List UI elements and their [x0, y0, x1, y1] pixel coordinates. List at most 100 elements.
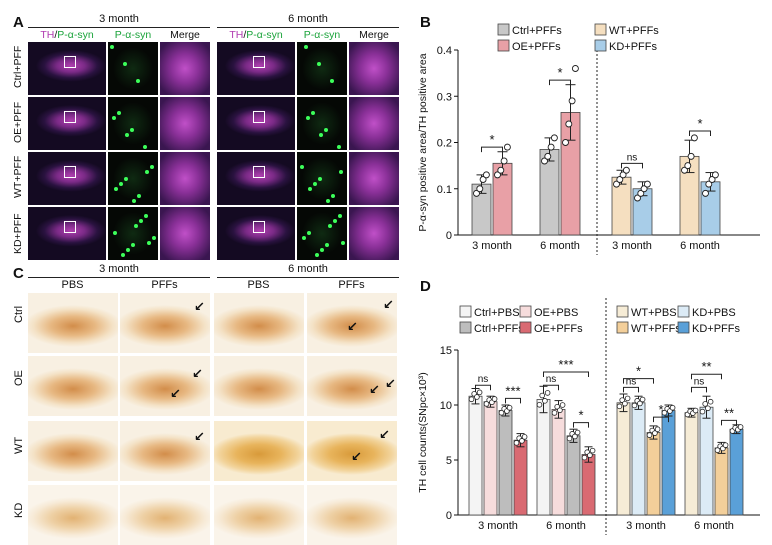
- data-point: [639, 396, 646, 403]
- row-label-wt-pff: WT+PFF: [12, 155, 24, 198]
- data-point: [476, 185, 484, 193]
- y-axis-title: P-α-syn positive area/TH positive area: [417, 53, 429, 231]
- psyn-spot: [337, 145, 341, 149]
- data-point: [643, 180, 651, 188]
- legend-swatch: [594, 39, 607, 52]
- group-label: 3 month: [478, 520, 518, 532]
- data-point: [705, 405, 711, 412]
- bar: [513, 439, 528, 516]
- y-tick-label: 0.2: [437, 138, 452, 150]
- col-header-pbs-6m: PBS: [247, 279, 270, 291]
- significance-label: ns: [627, 152, 638, 163]
- group-label: 3 month: [626, 520, 666, 532]
- fluor-merge-tile: [349, 152, 399, 205]
- ihc-section-tile: [307, 293, 397, 353]
- psyn-spot: [325, 243, 329, 247]
- group-label: 6 month: [694, 520, 734, 532]
- data-point: [722, 442, 729, 448]
- psyn-spot: [137, 194, 141, 198]
- data-point: [637, 400, 643, 407]
- significance-label: ***: [505, 383, 520, 398]
- data-point: [624, 395, 631, 402]
- significance-label: *: [636, 364, 641, 379]
- data-point: [574, 429, 581, 436]
- ihc-section-tile: [28, 293, 118, 353]
- fluor-psyn-tile: [297, 152, 347, 205]
- panel-c-header-6month: 6 month: [288, 263, 328, 275]
- ihc-section-tile: [214, 485, 304, 545]
- y-tick-label: 0.4: [437, 45, 452, 57]
- fluor-overview-tile: [28, 97, 106, 150]
- legend-label: OE+PBS: [534, 307, 578, 319]
- psyn-spot: [317, 62, 321, 66]
- fluor-merge-tile: [160, 97, 210, 150]
- data-point: [652, 430, 658, 436]
- data-point: [519, 438, 525, 444]
- row-label-wt: WT: [13, 436, 25, 454]
- data-point: [503, 143, 511, 151]
- legend-label: OE+PFFs: [534, 323, 583, 335]
- significance-label: *: [658, 402, 663, 417]
- ihc-section-tile: [307, 421, 397, 481]
- significance-bracket: [543, 384, 559, 391]
- data-point: [536, 401, 543, 408]
- legend-label: WT+PFFs: [609, 25, 659, 37]
- row-label-ctrl: Ctrl: [13, 305, 25, 323]
- psyn-spot: [144, 214, 148, 218]
- zoom-box: [253, 221, 265, 233]
- bar: [498, 410, 513, 516]
- data-point: [702, 189, 709, 197]
- data-point: [497, 166, 505, 174]
- psyn-spot: [125, 133, 129, 137]
- data-point: [690, 134, 698, 142]
- significance-label: ns: [626, 376, 637, 387]
- data-point: [483, 401, 490, 407]
- psyn-spot: [313, 182, 317, 186]
- data-point: [572, 433, 578, 440]
- y-tick-label: 0.3: [437, 91, 452, 103]
- data-point: [539, 392, 546, 399]
- col-header-th-psyn: TH/P-α-syn: [40, 29, 94, 41]
- psyn-spot: [341, 241, 345, 245]
- significance-bracket: [691, 386, 707, 393]
- fluor-merge-tile: [349, 42, 399, 95]
- data-point: [687, 152, 695, 160]
- panel-a-label: A: [13, 14, 24, 31]
- ihc-section-tile: [28, 421, 118, 481]
- data-point: [637, 189, 645, 197]
- significance-bracket: [481, 146, 503, 153]
- psyn-spot: [112, 116, 116, 120]
- legend-swatch: [594, 23, 607, 36]
- y-axis-title: TH cell counts(SNpc×10³): [417, 372, 429, 493]
- ihc-section-tile: [214, 293, 304, 353]
- y-tick-label: 5: [446, 455, 452, 467]
- psyn-spot: [136, 79, 140, 83]
- annotation-arrow-icon: ↙: [347, 319, 358, 334]
- bar: [684, 412, 699, 516]
- fluor-overview-tile: [217, 42, 295, 95]
- fluor-psyn-tile: [108, 207, 158, 260]
- panel-c-header-3month: 3 month: [99, 263, 139, 275]
- legend-swatch: [677, 305, 690, 318]
- ihc-section-tile: [28, 356, 118, 416]
- fluor-overview-tile: [28, 207, 106, 260]
- psyn-spot: [145, 170, 149, 174]
- significance-bracket: [573, 422, 589, 428]
- legend-swatch: [677, 321, 690, 334]
- col-header-psyn-6m: P-α-syn: [303, 29, 341, 41]
- significance-label: *: [578, 408, 583, 423]
- psyn-spot: [300, 165, 304, 169]
- psyn-spot: [126, 248, 130, 252]
- row-label-kd-pff: KD+PFF: [12, 213, 24, 254]
- data-point: [587, 452, 593, 459]
- annotation-arrow-icon: ↙: [369, 382, 380, 397]
- group-label: 3 month: [472, 240, 512, 252]
- ihc-section-tile: [214, 356, 304, 416]
- annotation-arrow-icon: ↙: [194, 429, 205, 444]
- psyn-spot: [338, 214, 342, 218]
- data-point: [661, 409, 668, 416]
- fluor-merge-tile: [349, 97, 399, 150]
- data-point: [654, 426, 661, 433]
- data-point: [589, 447, 596, 454]
- ihc-section-tile: [120, 485, 210, 545]
